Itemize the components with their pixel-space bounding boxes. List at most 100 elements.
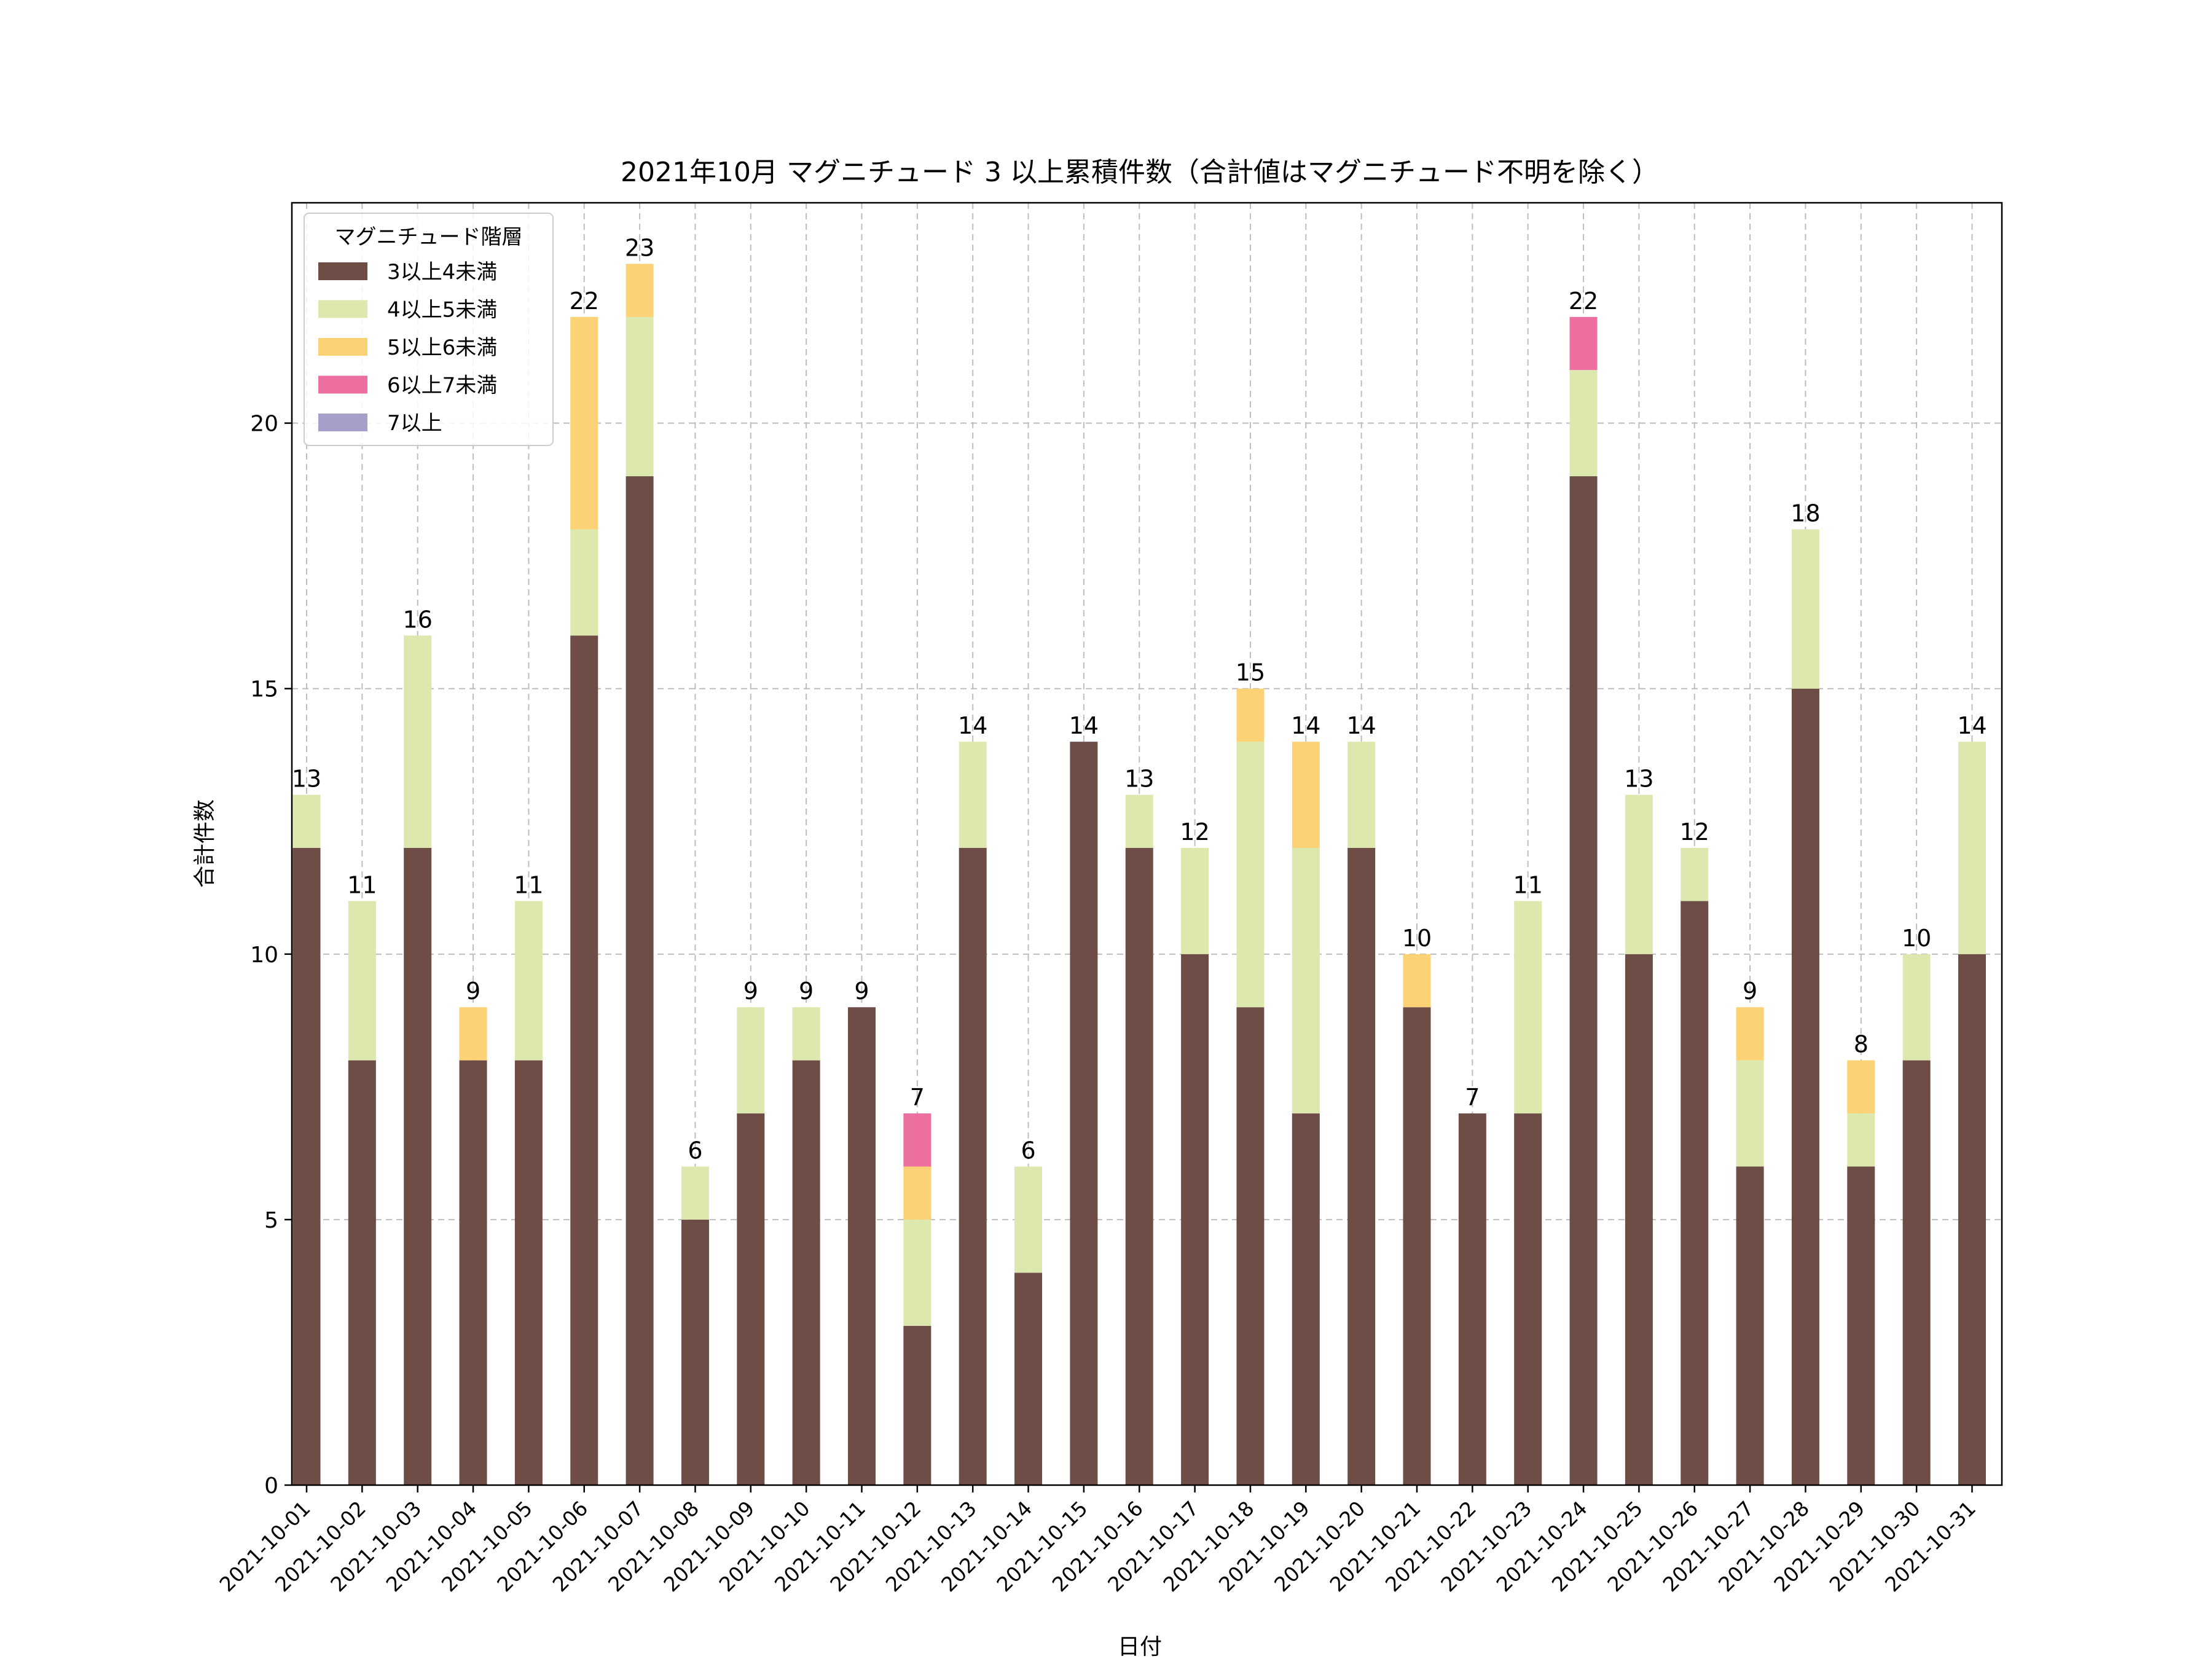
bar-segment <box>1125 847 1153 1485</box>
bar-segment <box>1236 742 1265 1008</box>
bar-segment <box>626 316 654 477</box>
bar-segment <box>1736 1060 1764 1167</box>
bars <box>292 264 1986 1485</box>
data-label: 22 <box>1569 288 1598 315</box>
data-label: 9 <box>854 978 869 1005</box>
bar-segment <box>292 794 321 848</box>
legend-swatch <box>318 338 367 356</box>
legend-label: 6以上7未満 <box>387 374 497 398</box>
bar-segment <box>1181 847 1209 954</box>
bar-segment <box>1958 742 1986 954</box>
bar-segment <box>792 1007 820 1061</box>
x-axis: 2021-10-012021-10-022021-10-032021-10-04… <box>214 1485 1980 1596</box>
bar-segment <box>1847 1166 1875 1485</box>
legend-swatch <box>318 414 367 431</box>
bar-segment <box>903 1113 931 1167</box>
bar-segment <box>1625 954 1653 1485</box>
legend-title: マグニチュード階層 <box>335 225 523 249</box>
bar-segment <box>1791 688 1819 1485</box>
legend-label: 5以上6未満 <box>387 335 497 360</box>
bar-segment <box>514 901 543 1061</box>
data-label: 12 <box>1680 818 1709 845</box>
bar-segment <box>1569 316 1598 371</box>
bar-segment <box>348 1060 376 1485</box>
bar-segment <box>1236 1007 1265 1485</box>
data-label: 6 <box>688 1137 702 1164</box>
bar-segment <box>1292 1113 1320 1485</box>
y-tick-label: 5 <box>264 1208 278 1233</box>
y-tick-label: 15 <box>250 677 278 702</box>
data-label: 14 <box>958 712 987 739</box>
data-label: 10 <box>1402 925 1432 952</box>
bar-segment <box>404 635 432 848</box>
bar-segment <box>1681 847 1709 901</box>
data-label: 16 <box>403 606 433 633</box>
bar-segment <box>959 847 987 1485</box>
bar-segment <box>1681 901 1709 1485</box>
legend-swatch <box>318 300 367 318</box>
data-label: 13 <box>292 766 321 793</box>
bar-segment <box>1902 1060 1931 1485</box>
data-label: 15 <box>1236 659 1265 686</box>
bar-segment <box>1292 742 1320 848</box>
data-label: 10 <box>1902 925 1931 952</box>
legend-swatch <box>318 262 367 280</box>
plot-frame <box>291 202 2003 1486</box>
bar-segment <box>1847 1060 1875 1114</box>
bar-segment <box>626 264 654 317</box>
bar-segment <box>1070 742 1098 1485</box>
bar-segment <box>1847 1113 1875 1167</box>
bar-segment <box>1791 529 1819 689</box>
bar-segment <box>903 1219 931 1326</box>
bar-segment <box>737 1113 765 1485</box>
bar-segment <box>1236 688 1265 742</box>
data-label: 7 <box>1465 1084 1480 1111</box>
bar-segment <box>514 1060 543 1485</box>
data-label: 11 <box>1513 871 1543 898</box>
data-label: 7 <box>910 1084 925 1111</box>
bar-segment <box>903 1166 931 1220</box>
bar-segment <box>1458 1113 1486 1485</box>
bar-segment <box>1347 847 1376 1485</box>
bar-segment <box>1569 370 1598 477</box>
x-axis-label: 日付 <box>1118 1634 1162 1659</box>
bar-segment <box>570 316 598 530</box>
legend-label: 3以上4未満 <box>387 260 497 284</box>
bar-segment <box>792 1060 820 1485</box>
bar-segment <box>1569 476 1598 1485</box>
bar-segment <box>1736 1007 1764 1061</box>
legend-label: 4以上5未満 <box>387 298 497 323</box>
data-label: 9 <box>799 978 814 1005</box>
data-label: 14 <box>1957 712 1986 739</box>
data-label: 23 <box>625 234 654 261</box>
chart-title: 2021年10月 マグニチュード 3 以上累積件数（合計値はマグニチュード不明を… <box>621 157 1659 188</box>
y-axis-label: 合計件数 <box>192 799 218 888</box>
legend-swatch <box>318 375 367 394</box>
bar-segment <box>1181 954 1209 1485</box>
data-label: 13 <box>1624 766 1653 793</box>
bar-segment <box>959 742 987 848</box>
bar-segment <box>1902 954 1931 1061</box>
bar-segment <box>1403 1007 1431 1485</box>
bar-segment <box>1958 954 1986 1485</box>
data-label: 6 <box>1021 1137 1035 1164</box>
bar-segment <box>903 1325 931 1485</box>
bar-segment <box>1347 742 1376 848</box>
bar-segment <box>459 1060 487 1485</box>
y-axis: 0 5 10 15 20 <box>250 412 292 1499</box>
legend: マグニチュード階層 3以上4未満 4以上5未満 5以上6未満 6以上7未満 7以上 <box>304 213 554 446</box>
bar-segment <box>1514 1113 1542 1485</box>
y-tick-label: 20 <box>250 412 278 437</box>
data-labels: 13 11 16 9 11 22 23 6 9 9 9 7 14 6 14 13 12 15 14 14 10 7 11 22… <box>292 234 1987 1164</box>
bar-segment <box>848 1007 876 1485</box>
data-label: 8 <box>1854 1031 1869 1058</box>
bar-segment <box>1292 847 1320 1114</box>
data-label: 14 <box>1069 712 1099 739</box>
bar-segment <box>626 476 654 1485</box>
bar-segment <box>1125 794 1153 848</box>
y-tick-label: 10 <box>250 943 278 968</box>
y-tick-label: 0 <box>264 1473 278 1499</box>
data-label: 12 <box>1180 818 1209 845</box>
bar-segment <box>1014 1166 1043 1273</box>
bar-segment <box>404 847 432 1485</box>
